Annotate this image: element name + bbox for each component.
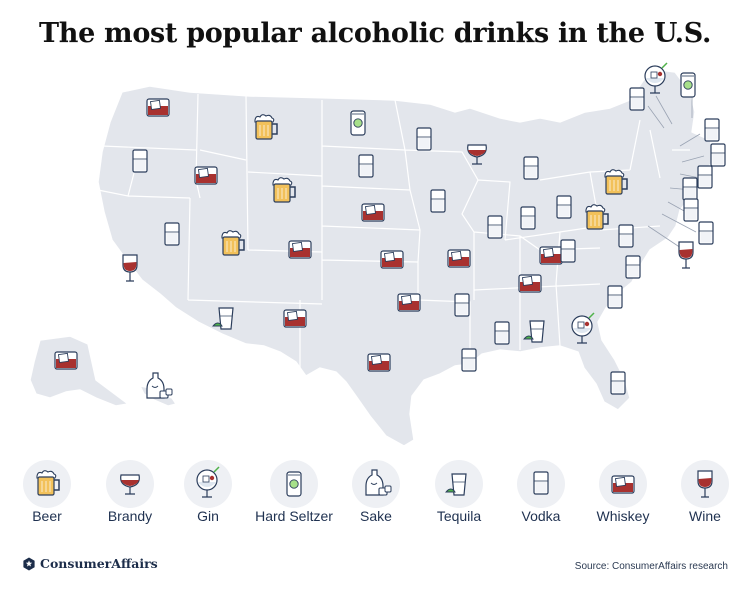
legend-item-gin: Gin bbox=[168, 458, 248, 528]
state-icon-mississippi-vodka-icon bbox=[494, 321, 510, 345]
state-icon-arizona-tequila-icon bbox=[212, 307, 234, 330]
legend-label: Hard Seltzer bbox=[255, 508, 333, 524]
state-icon-alaska-whiskey-icon bbox=[54, 351, 78, 370]
legend-item-wine: Wine bbox=[665, 458, 745, 528]
state-icon-illinois-vodka-icon bbox=[487, 215, 503, 239]
state-icon-maine-seltzer-icon bbox=[680, 72, 696, 98]
legend-label: Wine bbox=[689, 508, 721, 524]
legend-item-vodka: Vodka bbox=[501, 458, 581, 528]
legend-label: Beer bbox=[32, 508, 62, 524]
legend-item-beer: Beer bbox=[7, 458, 87, 528]
state-icon-minnesota-vodka-icon bbox=[416, 127, 432, 151]
state-icon-south-carolina-vodka-icon bbox=[607, 285, 623, 309]
state-icon-georgia-gin-icon bbox=[571, 312, 595, 344]
state-icon-wisconsin-brandy-icon bbox=[467, 144, 487, 165]
state-icon-nevada-vodka-icon bbox=[164, 222, 180, 246]
state-icon-oklahoma-whiskey-icon bbox=[397, 293, 421, 312]
state-icon-kansas-whiskey-icon bbox=[380, 250, 404, 269]
legend-label: Brandy bbox=[107, 508, 153, 524]
state-icon-pennsylvania-beer-icon bbox=[585, 204, 609, 230]
leader-lines bbox=[647, 92, 705, 251]
legend-label: Whiskey bbox=[596, 508, 650, 524]
state-icon-michigan-vodka-icon bbox=[523, 156, 539, 180]
legend-item-sake: Sake bbox=[336, 458, 416, 528]
alaska-shape bbox=[29, 335, 129, 407]
whiskey-icon bbox=[599, 460, 647, 508]
state-icon-louisiana-vodka-icon bbox=[461, 348, 477, 372]
star-badge-icon bbox=[23, 557, 35, 570]
state-icon-oregon-vodka-icon bbox=[132, 149, 148, 173]
state-icon-massachusetts-vodka-icon bbox=[704, 118, 720, 142]
state-icon-vermont-vodka-icon bbox=[629, 87, 645, 111]
state-icon-south-dakota-vodka-icon bbox=[358, 154, 374, 178]
legend-item-brandy: Brandy bbox=[90, 458, 170, 528]
state-icon-utah-beer-icon bbox=[221, 230, 245, 256]
state-icon-california-wine-icon bbox=[122, 254, 138, 282]
consumeraffairs-logo: ConsumerAffairs bbox=[22, 556, 158, 571]
gin-icon bbox=[184, 460, 232, 508]
state-icons bbox=[54, 62, 726, 399]
state-icon-idaho-whiskey-icon bbox=[194, 166, 218, 185]
state-icon-nebraska-whiskey-icon bbox=[361, 203, 385, 222]
state-icon-rhode-island-vodka-icon bbox=[710, 143, 726, 167]
legend-label: Vodka bbox=[521, 508, 561, 524]
state-icon-connecticut-vodka-icon bbox=[697, 165, 713, 189]
tequila-icon bbox=[435, 460, 483, 508]
legend-label: Sake bbox=[360, 508, 392, 524]
state-icon-west-virginia-vodka-icon bbox=[560, 239, 576, 263]
state-icon-north-carolina-vodka-icon bbox=[625, 255, 641, 279]
state-icon-new-mexico-whiskey-icon bbox=[283, 309, 307, 328]
state-icon-indiana-vodka-icon bbox=[520, 206, 536, 230]
beer-icon bbox=[23, 460, 71, 508]
state-icon-missouri-whiskey-icon bbox=[447, 249, 471, 268]
legend-label: Tequila bbox=[436, 508, 482, 524]
state-icon-hawaii-sake-icon bbox=[146, 372, 173, 399]
brandy-icon bbox=[106, 460, 154, 508]
state-icon-virginia-vodka-icon bbox=[618, 224, 634, 248]
legend-item-whiskey: Whiskey bbox=[583, 458, 663, 528]
page-title: The most popular alcoholic drinks in the… bbox=[38, 18, 712, 49]
state-icon-arkansas-vodka-icon bbox=[454, 293, 470, 317]
state-icon-kentucky-whiskey-icon bbox=[518, 274, 542, 293]
seltzer-icon bbox=[270, 460, 318, 508]
state-icon-wyoming-beer-icon bbox=[272, 177, 296, 203]
contiguous-us-shape bbox=[97, 69, 717, 447]
state-icon-new-jersey-vodka-icon bbox=[682, 177, 698, 201]
state-icon-tennessee-whiskey-icon bbox=[539, 246, 563, 265]
state-icon-new-hampshire-gin-icon bbox=[644, 62, 668, 94]
brand-name: ConsumerAffairs bbox=[40, 556, 158, 571]
legend-item-tequila: Tequila bbox=[419, 458, 499, 528]
wine-icon bbox=[681, 460, 729, 508]
state-icon-florida-vodka-icon bbox=[610, 371, 626, 395]
state-icon-delaware-vodka-icon bbox=[683, 198, 699, 222]
state-icon-alabama-tequila-icon bbox=[523, 320, 545, 343]
state-icon-new-york-beer-icon bbox=[604, 169, 628, 195]
sake-icon bbox=[352, 460, 400, 508]
vodka-icon bbox=[517, 460, 565, 508]
state-icon-montana-beer-icon bbox=[254, 114, 278, 140]
state-icon-district-of-columbia-wine-icon bbox=[678, 241, 694, 269]
state-icon-washington-whiskey-icon bbox=[146, 98, 170, 117]
state-icon-texas-whiskey-icon bbox=[367, 353, 391, 372]
source-note: Source: ConsumerAffairs research bbox=[574, 561, 728, 572]
legend-label: Gin bbox=[197, 508, 219, 524]
legend-item-seltzer: Hard Seltzer bbox=[254, 458, 334, 528]
state-icon-maryland-vodka-icon bbox=[698, 221, 714, 245]
state-icon-iowa-vodka-icon bbox=[430, 189, 446, 213]
us-map bbox=[29, 62, 726, 447]
state-icon-colorado-whiskey-icon bbox=[288, 240, 312, 259]
state-icon-ohio-vodka-icon bbox=[556, 195, 572, 219]
state-icon-north-dakota-seltzer-icon bbox=[350, 110, 366, 136]
